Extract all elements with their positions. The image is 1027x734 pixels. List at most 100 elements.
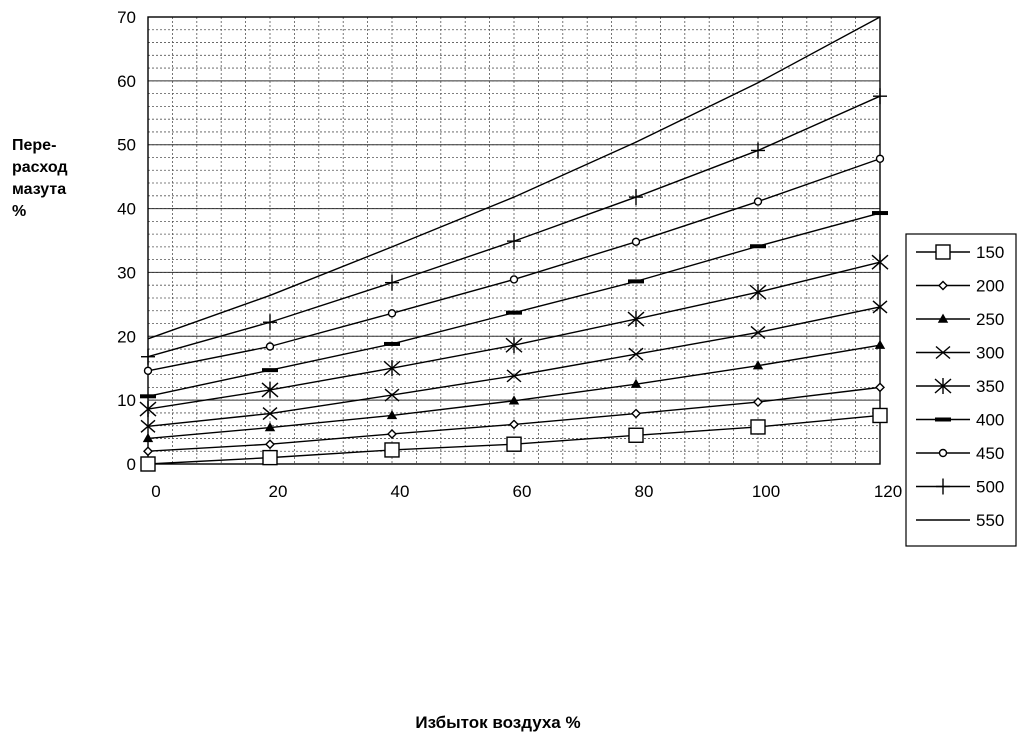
x-tick-label: 60 — [513, 482, 532, 501]
circle-marker — [753, 197, 763, 206]
x-marker-stroke — [140, 419, 156, 433]
square-marker — [935, 244, 951, 260]
square-marker — [262, 449, 278, 466]
diamond-marker — [753, 397, 763, 408]
axis-ticks: 0 10 20 30 40 50 60 70 0 20 40 60 80 100 120 — [117, 8, 902, 501]
y-axis-label-line: % — [12, 203, 26, 220]
legend: 150 200 250 300 350 400 450 500 550 — [905, 233, 1017, 547]
diamond-marker — [938, 280, 948, 291]
square-marker — [750, 419, 766, 435]
y-tick-label: 20 — [117, 327, 136, 346]
legend-item-300: 300 — [916, 344, 1004, 363]
dash-marker — [872, 211, 888, 216]
diamond-marker — [509, 419, 519, 430]
triangle-marker — [630, 378, 642, 388]
x-marker-stroke — [750, 325, 766, 339]
dash-marker — [506, 310, 522, 315]
x-marker-stroke — [935, 345, 951, 360]
y-axis-label-line: расход — [12, 159, 68, 176]
circle-marker — [143, 366, 153, 375]
square-marker — [506, 436, 522, 452]
x-marker-stroke — [262, 407, 278, 421]
diamond-marker — [143, 446, 153, 457]
x-tick-label: 0 — [151, 482, 160, 501]
dash-marker — [262, 368, 278, 373]
x-marker-stroke — [628, 347, 644, 361]
square-marker — [140, 456, 156, 472]
diamond-marker — [387, 428, 397, 439]
triangle-marker — [264, 422, 276, 432]
legend-label: 550 — [976, 511, 1004, 530]
x-tick-label: 20 — [269, 482, 288, 501]
legend-label: 350 — [976, 377, 1004, 396]
dash-marker — [935, 417, 951, 422]
triangle-marker — [937, 313, 949, 323]
y-tick-label: 50 — [117, 136, 136, 155]
circle-marker — [509, 275, 519, 284]
diamond-marker — [265, 439, 275, 450]
y-axis-label-line: Пере- — [12, 137, 56, 154]
legend-label: 300 — [976, 344, 1004, 363]
y-tick-label: 0 — [127, 455, 136, 474]
x-tick-label: 40 — [391, 482, 410, 501]
square-marker — [384, 442, 400, 458]
legend-item-250: 250 — [916, 310, 1004, 329]
legend-item-500: 500 — [916, 478, 1004, 497]
plot-border — [147, 16, 881, 465]
circle-marker — [387, 309, 397, 318]
y-tick-label: 40 — [117, 200, 136, 219]
series-450 — [143, 154, 885, 375]
triangle-marker — [142, 433, 154, 443]
legend-item-350: 350 — [916, 377, 1004, 396]
y-axis-label-line: мазута — [12, 181, 66, 198]
circle-marker — [265, 342, 275, 351]
series-layer — [139, 16, 889, 472]
triangle-marker — [752, 360, 764, 370]
x-tick-label: 100 — [752, 482, 780, 501]
y-tick-label: 30 — [117, 263, 136, 282]
series-250 — [142, 339, 886, 443]
x-marker-stroke — [506, 369, 522, 383]
triangle-marker — [386, 410, 398, 420]
circle-marker — [631, 237, 641, 246]
legend-item-400: 400 — [916, 411, 1004, 430]
y-axis-label: Пере-расход мазута% — [12, 137, 68, 220]
dash-marker — [628, 279, 644, 284]
x-axis-label: Избыток воздуха % — [415, 713, 580, 732]
diamond-marker — [875, 382, 885, 393]
x-tick-label: 120 — [874, 482, 902, 501]
legend-item-450: 450 — [916, 444, 1004, 463]
dash-marker — [140, 394, 156, 399]
plot-area-frame — [147, 16, 881, 465]
series-350 — [139, 254, 889, 418]
y-tick-label: 10 — [117, 391, 136, 410]
series-500 — [141, 88, 887, 365]
legend-item-200: 200 — [916, 277, 1004, 296]
series-400 — [140, 211, 888, 399]
series-line-550 — [147, 16, 881, 340]
series-200 — [143, 382, 885, 457]
legend-label: 150 — [976, 243, 1004, 262]
square-marker — [872, 407, 888, 424]
legend-label: 500 — [976, 478, 1004, 497]
series-550 — [147, 16, 881, 340]
legend-label: 450 — [976, 444, 1004, 463]
x-marker-stroke — [872, 300, 888, 314]
series-150 — [140, 407, 888, 472]
dash-marker — [750, 244, 766, 249]
legend-item-550: 550 — [916, 511, 1004, 530]
legend-label: 250 — [976, 310, 1004, 329]
dash-marker — [384, 341, 400, 346]
triangle-marker — [508, 395, 520, 405]
x-marker-stroke — [384, 388, 400, 402]
legend-item-150: 150 — [916, 243, 1004, 262]
series-300 — [140, 300, 888, 433]
legend-label: 400 — [976, 411, 1004, 430]
circle-marker — [875, 154, 885, 163]
circle-marker — [938, 448, 948, 458]
x-tick-label: 80 — [635, 482, 654, 501]
y-tick-label: 60 — [117, 72, 136, 91]
triangle-marker — [874, 339, 886, 349]
y-tick-label: 70 — [117, 8, 136, 27]
